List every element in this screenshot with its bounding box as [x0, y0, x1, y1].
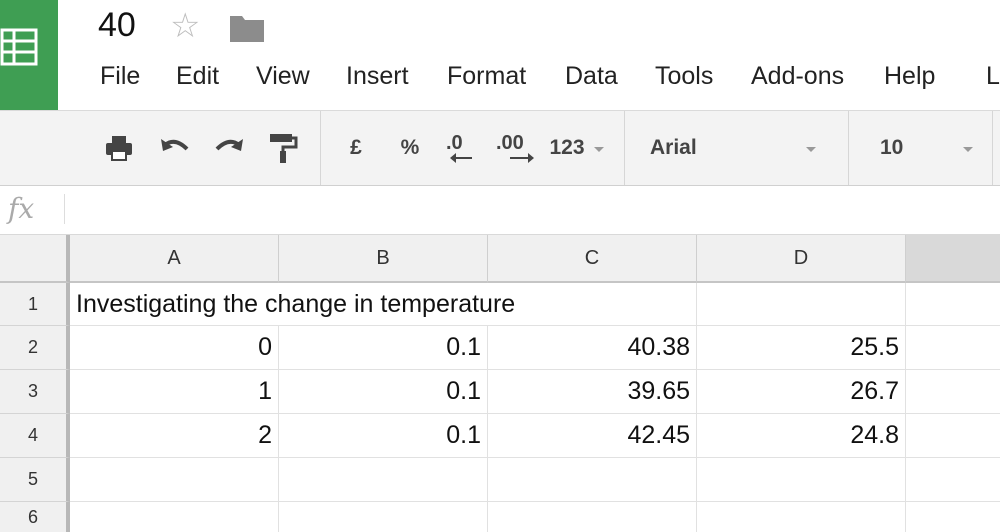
- menu-view[interactable]: View: [256, 62, 310, 90]
- percent-format-button[interactable]: %: [400, 136, 420, 159]
- cell-c5[interactable]: [488, 458, 697, 502]
- column-header-a[interactable]: A: [70, 235, 279, 283]
- font-size-dropdown[interactable]: 10: [880, 136, 904, 159]
- menu-tools[interactable]: Tools: [655, 62, 714, 90]
- cell-b6[interactable]: [279, 502, 488, 532]
- formula-bar: fx: [0, 186, 1000, 235]
- cell-d2[interactable]: 25.5: [697, 326, 906, 370]
- undo-icon[interactable]: [158, 131, 192, 165]
- cell-c2[interactable]: 40.38: [488, 326, 697, 370]
- cell-a5[interactable]: [70, 458, 279, 502]
- column-header-c[interactable]: C: [488, 235, 697, 283]
- row-header-6[interactable]: 6: [0, 502, 70, 532]
- folder-icon[interactable]: [230, 12, 264, 47]
- row-header-5[interactable]: 5: [0, 458, 70, 502]
- chevron-down-icon: [594, 147, 604, 152]
- decrease-decimal-button[interactable]: .0: [446, 131, 484, 165]
- sheets-logo[interactable]: [0, 0, 58, 110]
- cell-e2[interactable]: [906, 326, 1000, 370]
- toolbar-separator: [992, 111, 993, 185]
- document-title[interactable]: 40: [98, 6, 136, 44]
- cell-d3[interactable]: 26.7: [697, 370, 906, 414]
- cell-d4[interactable]: 24.8: [697, 414, 906, 458]
- cell-a4[interactable]: 2: [70, 414, 279, 458]
- cell-e1[interactable]: [906, 283, 1000, 326]
- column-header-overflow: [906, 235, 1000, 283]
- cell-a1[interactable]: Investigating the change in temperature: [70, 283, 515, 326]
- cell-a3[interactable]: 1: [70, 370, 279, 414]
- column-header-b[interactable]: B: [279, 235, 488, 283]
- cell-a2[interactable]: 0: [70, 326, 279, 370]
- cell-d5[interactable]: [697, 458, 906, 502]
- toolbar-separator: [320, 111, 321, 185]
- chevron-down-icon: [963, 147, 973, 152]
- font-family-dropdown[interactable]: Arial: [650, 136, 697, 159]
- cell-e3[interactable]: [906, 370, 1000, 414]
- arrow-left-icon: [450, 153, 472, 163]
- cell-d6[interactable]: [697, 502, 906, 532]
- menu-help[interactable]: Help: [884, 62, 936, 90]
- cell-b1[interactable]: [279, 283, 488, 326]
- increase-decimal-button[interactable]: .00: [496, 131, 538, 165]
- currency-format-button[interactable]: £: [350, 136, 362, 159]
- row-header-4[interactable]: 4: [0, 414, 70, 458]
- cell-c4[interactable]: 42.45: [488, 414, 697, 458]
- fx-icon: fx: [8, 192, 35, 225]
- formula-input[interactable]: [72, 190, 976, 230]
- star-icon[interactable]: ☆: [170, 7, 201, 45]
- menu-format[interactable]: Format: [447, 62, 527, 90]
- number-format-dropdown[interactable]: 123: [549, 136, 585, 159]
- print-icon[interactable]: [102, 131, 136, 165]
- cell-e6[interactable]: [906, 502, 1000, 532]
- menu-add-ons[interactable]: Add-ons: [751, 62, 845, 90]
- menu-data[interactable]: Data: [565, 62, 618, 90]
- cell-c1[interactable]: [488, 283, 697, 326]
- cell-a6[interactable]: [70, 502, 279, 532]
- row-header-1[interactable]: 1: [0, 283, 70, 326]
- menu-file[interactable]: File: [100, 62, 141, 90]
- menu-edit[interactable]: Edit: [176, 62, 220, 90]
- select-all-corner[interactable]: [0, 235, 70, 283]
- redo-icon[interactable]: [212, 131, 246, 165]
- cell-e4[interactable]: [906, 414, 1000, 458]
- column-header-d[interactable]: D: [697, 235, 906, 283]
- menu-insert[interactable]: Insert: [346, 62, 409, 90]
- cell-c3[interactable]: 39.65: [488, 370, 697, 414]
- formula-separator: [64, 194, 65, 224]
- cell-b5[interactable]: [279, 458, 488, 502]
- cell-b3[interactable]: 0.1: [279, 370, 488, 414]
- arrow-right-icon: [510, 153, 534, 163]
- cell-b4[interactable]: 0.1: [279, 414, 488, 458]
- row-header-3[interactable]: 3: [0, 370, 70, 414]
- paint-format-icon[interactable]: [266, 131, 300, 165]
- chevron-down-icon: [806, 147, 816, 152]
- cell-e5[interactable]: [906, 458, 1000, 502]
- menu-overflow[interactable]: L: [986, 62, 1000, 90]
- cell-c6[interactable]: [488, 502, 697, 532]
- toolbar: £ % .0 .00 123 Arial 10: [0, 110, 1000, 186]
- toolbar-separator: [848, 111, 849, 185]
- row-header-2[interactable]: 2: [0, 326, 70, 370]
- toolbar-separator: [624, 111, 625, 185]
- cell-d1[interactable]: [697, 283, 906, 326]
- increase-decimal-label: .00: [496, 132, 524, 154]
- cell-b2[interactable]: 0.1: [279, 326, 488, 370]
- decrease-decimal-label: .0: [446, 132, 463, 154]
